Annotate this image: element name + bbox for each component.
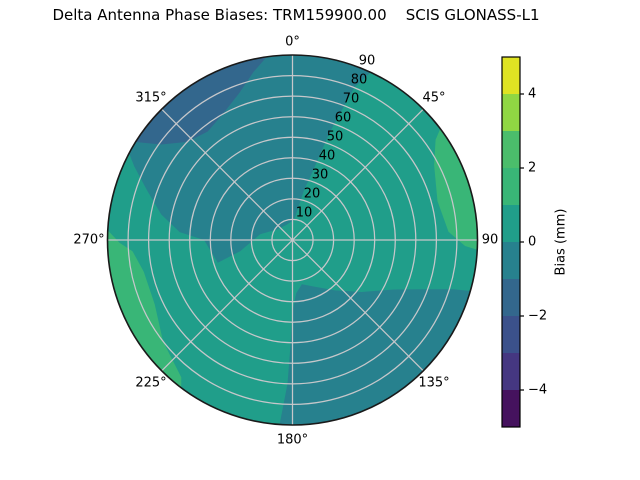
radial-tick-label-60: 60 bbox=[335, 111, 352, 126]
contour-region-northwest-rim-patch bbox=[135, 56, 267, 145]
azimuth-tick-labels: 0° 45° 90 135° 180° 225° 270° 315° bbox=[73, 35, 498, 448]
azimuth-tick-label-135: 135° bbox=[418, 376, 449, 391]
colorbar-segment bbox=[502, 390, 520, 427]
colorbar-segment bbox=[502, 316, 520, 353]
colorbar-segment bbox=[502, 94, 520, 131]
contour-region-west-rim-band bbox=[107, 230, 182, 388]
colorbar-tick-label-m2: −2 bbox=[528, 309, 547, 324]
radial-tick-labels: 10 20 30 40 50 60 70 80 90 bbox=[296, 54, 376, 221]
azimuth-tick-label-315: 315° bbox=[135, 91, 166, 106]
colorbar-segment bbox=[502, 168, 520, 205]
radial-tick-label-20: 20 bbox=[304, 187, 321, 202]
azimuth-tick-label-270: 270° bbox=[73, 233, 104, 248]
colorbar-segment bbox=[502, 205, 520, 242]
colorbar: 4 2 0 −2 −4 Bias (mm) bbox=[501, 56, 569, 428]
radial-tick-label-70: 70 bbox=[343, 92, 360, 107]
radial-tick-label-90: 90 bbox=[359, 54, 376, 69]
azimuth-tick-label-90: 90 bbox=[482, 233, 499, 248]
contour-region-southeast-lobe bbox=[279, 284, 471, 425]
radial-tick-label-80: 80 bbox=[351, 73, 368, 88]
colorbar-axis-label: Bias (mm) bbox=[554, 209, 569, 276]
colorbar-segment bbox=[502, 242, 520, 279]
colorbar-tick-label-2: 2 bbox=[528, 161, 536, 176]
colorbar-segment bbox=[502, 279, 520, 316]
colorbar-tick-label-4: 4 bbox=[528, 87, 536, 102]
radial-tick-label-30: 30 bbox=[312, 168, 329, 183]
contour-region-east-rim-band bbox=[434, 128, 478, 250]
chart-title: Delta Antenna Phase Biases: TRM159900.00… bbox=[52, 6, 540, 24]
azimuth-tick-label-45: 45° bbox=[422, 91, 445, 106]
colorbar-segment bbox=[502, 57, 520, 94]
azimuth-tick-label-180: 180° bbox=[277, 433, 308, 448]
azimuth-tick-label-225: 225° bbox=[135, 376, 166, 391]
colorbar-segment bbox=[502, 131, 520, 168]
colorbar-tick-label-0: 0 bbox=[528, 235, 536, 250]
azimuth-tick-label-0: 0° bbox=[285, 35, 300, 50]
polar-plot-rim bbox=[106, 54, 479, 426]
polar-grid bbox=[107, 55, 478, 425]
colorbar-tick-label-m4: −4 bbox=[528, 383, 547, 398]
polar-grid-spoke-135-315 bbox=[161, 108, 424, 372]
radial-tick-label-40: 40 bbox=[319, 149, 336, 164]
radial-tick-label-50: 50 bbox=[327, 130, 344, 145]
colorbar-segment bbox=[502, 353, 520, 390]
radial-tick-label-10: 10 bbox=[296, 206, 313, 221]
